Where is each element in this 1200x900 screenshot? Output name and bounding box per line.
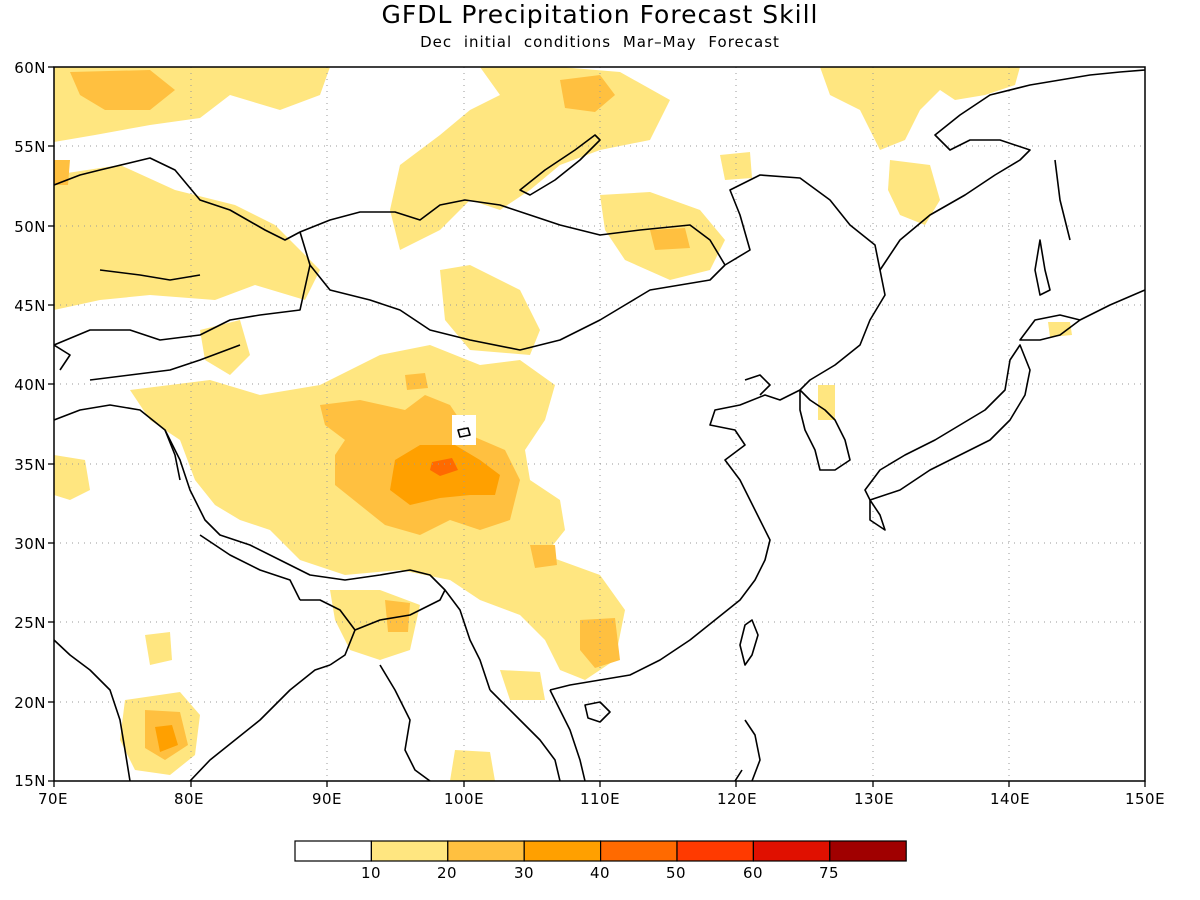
island-luzon: [734, 719, 761, 781]
colorbar-swatch: [370, 840, 449, 862]
lon-label: 110E: [579, 790, 621, 808]
coast-korea: [799, 389, 851, 471]
lake-qinghai: [457, 427, 471, 438]
lon-label: 150E: [1124, 790, 1166, 808]
colorbar-label: 20: [436, 864, 458, 882]
lat-label: 30N: [14, 535, 46, 553]
skill-region-baikal-west: [560, 75, 615, 112]
missing-data-box: [452, 415, 476, 445]
skill-shading: [54, 67, 1072, 781]
skill-region-far-east-north: [820, 67, 1020, 150]
border-afghan: [54, 404, 181, 481]
skill-region-hokkaido: [1048, 322, 1072, 337]
skill-region-mongolia-north: [330, 67, 670, 250]
gridlines: [54, 67, 1145, 781]
colorbar-label: 30: [513, 864, 535, 882]
colorbar-label: 40: [589, 864, 611, 882]
coast-china: [549, 389, 801, 691]
lon-label: 70E: [37, 790, 69, 808]
lon-label: 90E: [311, 790, 343, 808]
skill-region-kazakhstan-west: [54, 165, 320, 310]
skill-region-central-india: [145, 632, 172, 665]
skill-region-amur: [888, 160, 940, 225]
lon-label: 120E: [716, 790, 758, 808]
skill-region-assam: [385, 600, 410, 632]
colorbar-swatch: [676, 840, 755, 862]
lon-label: 80E: [173, 790, 205, 808]
skill-region-qilian: [440, 265, 540, 355]
lat-label: 45N: [14, 297, 46, 315]
coast-vietnam: [549, 689, 586, 781]
border-bangladesh: [300, 599, 356, 666]
lat-label: 50N: [14, 218, 46, 236]
skill-region-amur-small: [650, 228, 690, 250]
border-mongolia-china: [299, 231, 726, 351]
skill-region-kaz-small: [54, 160, 70, 185]
skill-region-korea: [818, 385, 835, 420]
lat-label: 20N: [14, 694, 46, 712]
lat-label: 25N: [14, 614, 46, 632]
lon-label: 140E: [989, 790, 1031, 808]
skill-region-gansu: [475, 405, 530, 445]
coast-far-east: [1034, 239, 1051, 296]
coast-india: [54, 639, 331, 781]
island-hainan: [584, 701, 611, 723]
colorbar-swatch: [523, 840, 602, 862]
skill-region-sichuan: [530, 545, 557, 568]
coast-okhotsk: [879, 69, 1145, 271]
colorbar-label: 75: [818, 864, 840, 882]
chart-subtitle: Dec initial conditions Mar–May Forecast: [420, 33, 780, 51]
skill-region-qinghai-peak: [430, 458, 458, 476]
skill-region-south-india-core: [155, 725, 178, 752]
skill-region-west-siberia: [70, 70, 175, 110]
skill-region-tibet-mid: [405, 373, 428, 390]
coast-kuril: [1079, 289, 1145, 321]
skill-region-tarim-west: [200, 320, 250, 375]
border-nepal: [199, 534, 301, 601]
coast-indochina: [379, 664, 561, 781]
lat-label: 35N: [14, 456, 46, 474]
lake-baikal: [519, 134, 601, 196]
island-kyushu: [869, 499, 886, 531]
colorbar-swatch: [294, 840, 373, 862]
border-russia-kazakhstan: [54, 157, 726, 266]
coast-bohai: [744, 374, 771, 396]
chart-title: GFDL Precipitation Forecast Skill: [381, 0, 819, 29]
border-kyrgyz: [89, 344, 241, 381]
lat-label: 55N: [14, 138, 46, 156]
lat-label: 60N: [14, 59, 46, 77]
island-honshu: [864, 344, 1031, 501]
lon-label: 130E: [853, 790, 895, 808]
colorbar: [294, 840, 907, 862]
lat-label: 15N: [14, 772, 46, 790]
colorbar-swatch: [752, 840, 831, 862]
skill-region-qinghai-core: [390, 445, 500, 505]
colorbar-swatch: [829, 840, 907, 862]
border-central-asia: [54, 264, 311, 346]
skill-region-small-ne: [720, 152, 752, 180]
border-amur: [724, 174, 886, 391]
colorbar-swatch: [599, 840, 678, 862]
colorbar-swatch: [447, 840, 525, 862]
lat-label: 40N: [14, 376, 46, 394]
aral-sea: [54, 269, 201, 371]
colorbar-label: 50: [665, 864, 687, 882]
colorbar-label: 60: [742, 864, 764, 882]
border-myanmar: [354, 589, 491, 691]
tick-marks: [48, 66, 1146, 787]
skill-region-bay-of-bengal: [450, 750, 495, 781]
skill-region-north-india: [54, 455, 90, 500]
border-himalaya: [164, 429, 446, 591]
island-taiwan: [739, 619, 759, 666]
coastlines: [54, 69, 1145, 781]
coast-kamchatka-west: [1054, 159, 1071, 241]
lon-label: 100E: [443, 790, 485, 808]
colorbar-label: 10: [360, 864, 382, 882]
skill-region-indochina: [500, 670, 545, 700]
